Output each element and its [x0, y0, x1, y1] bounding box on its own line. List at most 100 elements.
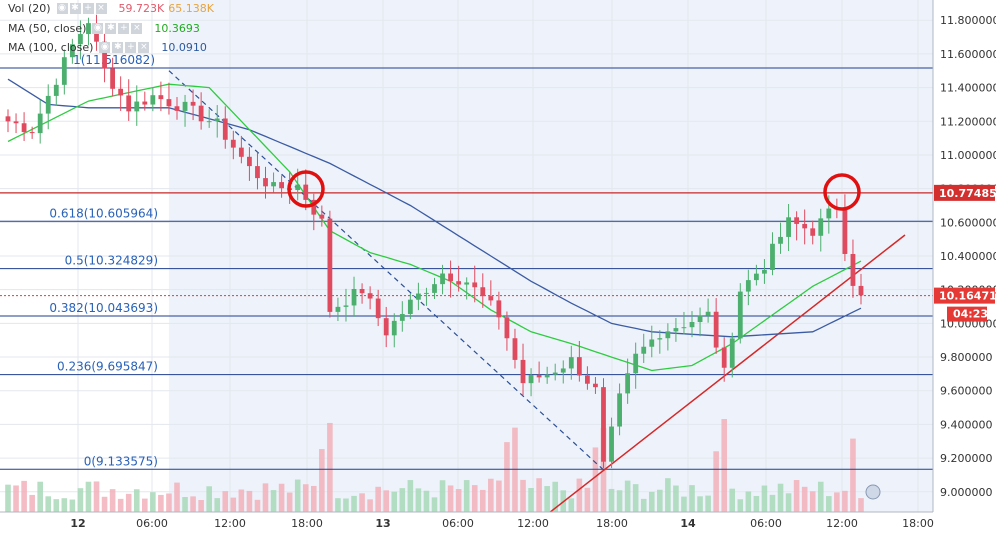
candle-body: [440, 273, 445, 285]
volume-bar: [769, 494, 776, 512]
volume-bar: [190, 496, 196, 512]
candle-body: [230, 139, 236, 148]
candle-body: [649, 339, 655, 347]
candle-body: [29, 132, 35, 134]
volume-bar: [801, 486, 808, 512]
fib-level-label: 1(11.516082): [73, 53, 155, 67]
us-flag-icon: [865, 484, 881, 500]
volume-bar: [77, 488, 84, 512]
candle-body: [584, 375, 590, 384]
plus-icon[interactable]: +: [82, 3, 94, 14]
volume-bar: [53, 499, 60, 512]
candle-body: [86, 23, 91, 35]
volume-bar: [834, 492, 840, 512]
candle-body: [826, 208, 832, 219]
volume-bar: [657, 489, 663, 512]
volume-bar: [648, 491, 655, 512]
resistance-price-badge: [934, 184, 995, 201]
ma50-legend: MA (50, close) ◉ ✱ + × 10.3693: [8, 22, 200, 35]
candle-body: [633, 353, 639, 374]
volume-bar: [286, 492, 293, 512]
eye-icon[interactable]: ◉: [56, 3, 68, 14]
candle-body: [279, 182, 285, 189]
candle-body: [729, 338, 735, 368]
volume-bar: [576, 478, 583, 512]
candle-body: [78, 34, 83, 45]
volume-bar: [37, 481, 43, 512]
candle-body: [504, 317, 510, 339]
volume-bar: [391, 491, 398, 512]
candle-body: [464, 282, 470, 285]
volume-bar: [383, 490, 390, 512]
volume-bar: [310, 485, 317, 512]
candle-body: [745, 280, 751, 292]
candle-body: [21, 123, 27, 133]
candle-body: [762, 269, 767, 274]
plus-icon[interactable]: +: [125, 42, 137, 53]
candle-body: [802, 223, 808, 229]
volume-bar: [423, 490, 430, 512]
time-tick-label: 14: [680, 517, 696, 530]
candle-body: [657, 338, 663, 340]
volume-bar: [174, 482, 180, 512]
volume-bar: [29, 494, 35, 512]
time-tick-label: 18:00: [596, 517, 628, 530]
gear-icon[interactable]: ✱: [69, 3, 81, 14]
candle-body: [641, 346, 647, 354]
candle-body: [13, 121, 19, 124]
ma100-value: 10.0910: [161, 41, 207, 54]
volume-bar: [142, 498, 148, 512]
volume-bar: [761, 485, 768, 512]
plus-icon[interactable]: +: [118, 23, 130, 34]
eye-icon[interactable]: ◉: [92, 23, 104, 34]
candle-body: [158, 95, 164, 100]
volume-bar: [817, 481, 824, 512]
candle-body: [126, 95, 132, 112]
candle-body: [150, 95, 156, 105]
time-tick-label: 06:00: [750, 517, 782, 530]
highlight-circle: [823, 173, 861, 211]
candle-body: [601, 387, 606, 462]
volume-legend-name: Vol (20): [8, 2, 51, 15]
close-icon[interactable]: ×: [131, 23, 143, 34]
volume-value-1: 59.723K: [118, 2, 165, 15]
candle-body: [713, 311, 719, 348]
candle-body: [351, 288, 357, 306]
fib-level-label: 0.618(10.605964): [49, 206, 158, 220]
volume-bar: [367, 499, 373, 512]
fib-level-label: 0.236(9.695847): [57, 360, 158, 374]
candle-body: [255, 166, 260, 179]
close-icon[interactable]: ×: [95, 3, 107, 14]
gear-icon[interactable]: ✱: [112, 42, 124, 53]
volume-bar: [415, 488, 422, 512]
candle-body: [576, 357, 582, 376]
candle-body: [5, 116, 11, 122]
volume-bar: [21, 480, 27, 512]
candle-body: [512, 338, 518, 360]
price-tick-label: 9.600000: [940, 385, 993, 398]
countdown-badge: [947, 306, 987, 322]
close-icon[interactable]: ×: [138, 42, 150, 53]
volume-bar: [463, 480, 470, 512]
time-tick-label: 06:00: [136, 517, 168, 530]
eye-icon[interactable]: ◉: [99, 42, 111, 53]
countdown-label: 04:23: [953, 308, 988, 321]
volume-bar: [166, 493, 172, 512]
volume-bar: [270, 490, 277, 512]
time-tick-label: 18:00: [291, 517, 323, 530]
price-tick-label: 11.800000: [940, 14, 996, 27]
candle-body: [794, 217, 800, 224]
gear-icon[interactable]: ✱: [105, 23, 117, 34]
volume-bar: [705, 495, 711, 512]
volume-bar: [793, 480, 800, 512]
time-axis-background: [0, 512, 996, 534]
volume-bar: [697, 496, 703, 512]
volume-bar: [150, 492, 156, 512]
volume-bar: [399, 488, 406, 512]
volume-bar: [335, 498, 341, 512]
volume-bar: [93, 481, 100, 512]
volume-bar: [69, 499, 76, 512]
price-tick-label: 9.400000: [940, 418, 993, 431]
candle-body: [399, 314, 405, 321]
